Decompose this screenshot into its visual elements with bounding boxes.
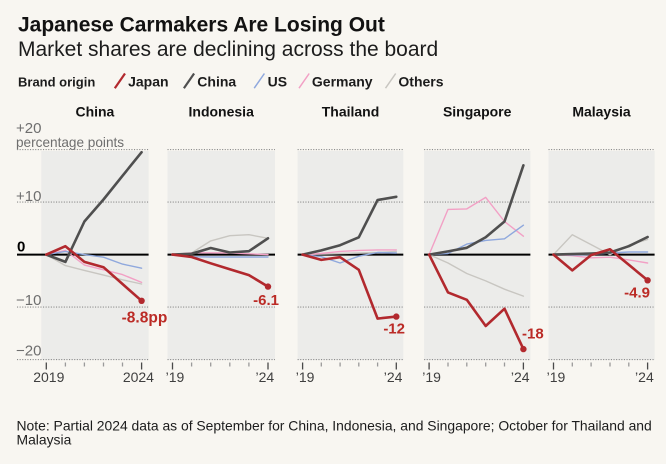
svg-text:0: 0: [17, 239, 25, 256]
svg-text:percentage points: percentage points: [16, 135, 124, 150]
svg-text:2019: 2019: [33, 369, 64, 385]
svg-text:2024: 2024: [123, 369, 154, 385]
svg-text:Thailand: Thailand: [322, 104, 380, 120]
svg-text:-6.1: -6.1: [253, 292, 279, 309]
svg-text:−10: −10: [16, 292, 41, 309]
svg-text:China: China: [75, 104, 114, 120]
svg-text:Indonesia: Indonesia: [189, 104, 255, 120]
svg-text:-12: -12: [383, 321, 405, 338]
svg-text:’24: ’24: [255, 369, 274, 385]
svg-text:+10: +10: [16, 188, 41, 205]
svg-text:Japan: Japan: [128, 73, 168, 89]
svg-text:’19: ’19: [296, 369, 315, 385]
svg-text:+20: +20: [16, 120, 41, 137]
svg-text:’24: ’24: [511, 369, 530, 385]
svg-text:’24: ’24: [635, 369, 654, 385]
svg-text:−20: −20: [16, 343, 41, 360]
svg-text:’19: ’19: [166, 369, 185, 385]
svg-text:Market shares are declining ac: Market shares are declining across the b…: [18, 38, 438, 61]
svg-text:Note: Partial 2024 data as of: Note: Partial 2024 data as of September …: [17, 418, 652, 434]
svg-text:Singapore: Singapore: [443, 104, 512, 120]
svg-text:-4.9: -4.9: [624, 285, 650, 302]
svg-text:Others: Others: [398, 73, 443, 89]
svg-text:Malaysia: Malaysia: [572, 104, 631, 120]
svg-text:’19: ’19: [547, 369, 566, 385]
svg-text:’19: ’19: [422, 369, 441, 385]
svg-text:China: China: [197, 73, 236, 89]
svg-text:-8.8pp: -8.8pp: [122, 310, 168, 327]
svg-text:Japanese Carmakers Are Losing: Japanese Carmakers Are Losing Out: [18, 14, 385, 37]
svg-text:Malaysia: Malaysia: [17, 432, 72, 448]
svg-text:US: US: [268, 73, 287, 89]
svg-text:Brand origin: Brand origin: [18, 74, 95, 89]
svg-text:Germany: Germany: [312, 73, 373, 89]
svg-text:’24: ’24: [384, 369, 403, 385]
svg-text:-18: -18: [522, 326, 544, 343]
